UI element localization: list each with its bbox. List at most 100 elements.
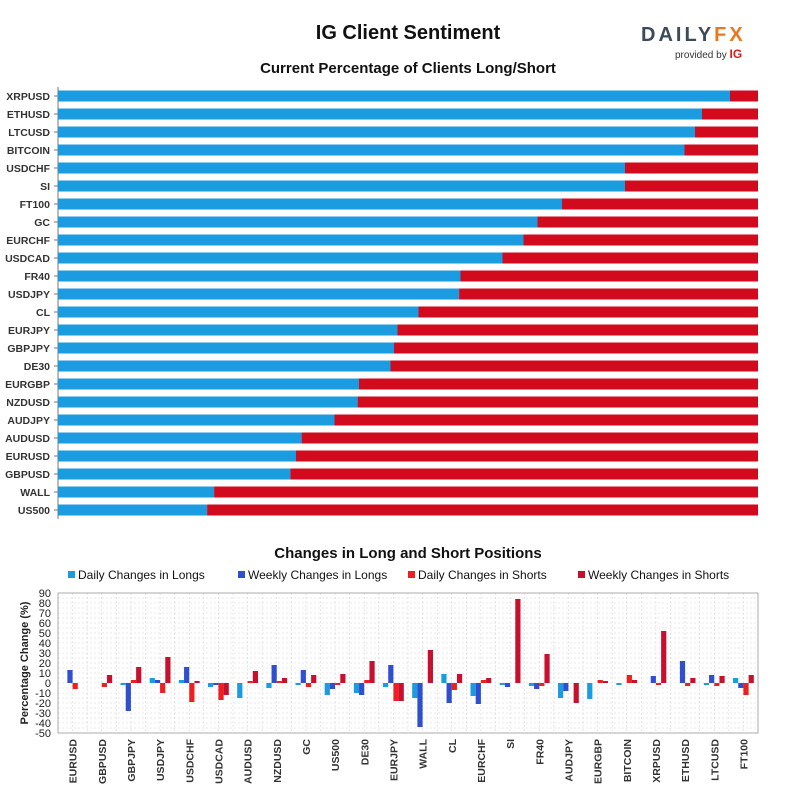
change-bar [266, 683, 272, 688]
short-bar [625, 180, 758, 192]
logo-provided-by: provided by [675, 50, 727, 61]
change-bar [136, 667, 142, 683]
x-category-label: XRPUSD [651, 739, 663, 783]
change-bar [650, 676, 656, 683]
y-tick-label: 30 [39, 648, 51, 660]
long-bar [58, 324, 398, 336]
x-category-label: WALL [418, 738, 430, 768]
x-category-label: GC [301, 739, 313, 755]
change-bar [194, 681, 200, 683]
change-bar [324, 683, 330, 695]
short-bar [214, 486, 759, 498]
short-bar [290, 468, 758, 480]
change-bar [149, 678, 155, 683]
category-label: XRPUSD [6, 91, 50, 103]
category-label: AUDJPY [7, 415, 50, 427]
change-bar [120, 683, 126, 685]
short-bar [537, 216, 758, 228]
long-bar [58, 126, 695, 138]
change-bar [340, 674, 346, 683]
category-label: EURJPY [8, 325, 50, 337]
change-bar [329, 683, 336, 689]
change-bar [130, 680, 137, 683]
change-bar [67, 670, 73, 683]
y-tick-label: 10 [39, 668, 51, 680]
category-label: LTCUSD [8, 127, 50, 139]
long-bar [58, 486, 215, 498]
category-label: EURGBP [5, 379, 50, 391]
change-bar [573, 683, 579, 703]
change-bar [106, 675, 113, 683]
change-bar [154, 680, 161, 683]
change-bar [223, 683, 229, 695]
short-bar [357, 396, 758, 408]
change-bar [690, 678, 696, 683]
long-bar [58, 306, 419, 318]
change-bar [412, 683, 418, 698]
change-bar [247, 681, 253, 683]
short-bar [460, 270, 758, 282]
change-bar [335, 683, 341, 685]
dailyfx-logo: DAILYFX provided by IG [640, 24, 750, 64]
change-bar [388, 665, 394, 683]
y-tick-label: 70 [39, 608, 51, 620]
change-bar [655, 683, 662, 685]
long-bar [58, 468, 291, 480]
change-bar [427, 650, 433, 683]
change-bar [631, 680, 638, 683]
change-bar [189, 683, 195, 702]
change-bar [184, 667, 190, 683]
long-bar [58, 504, 208, 516]
change-bar [311, 675, 317, 683]
change-bar [276, 681, 282, 683]
category-label: GBPJPY [7, 343, 50, 355]
short-bar [523, 234, 758, 246]
change-bar [470, 683, 476, 696]
long-bar [58, 252, 503, 264]
legend-label: Weekly Changes in Longs [248, 568, 388, 582]
x-category-label: AUDUSD [243, 739, 255, 784]
change-bar [281, 678, 288, 683]
logo-ig: IG [729, 47, 743, 61]
legend-weekly-longs: Weekly Changes in Longs [238, 568, 387, 582]
short-bar [418, 306, 758, 318]
long-bar [58, 450, 296, 462]
long-bar [58, 360, 391, 372]
change-bar [353, 683, 360, 693]
category-label: EURUSD [6, 451, 51, 463]
x-category-label: FT100 [738, 739, 750, 770]
long-bar [58, 198, 562, 210]
y-tick-label: 50 [39, 628, 51, 640]
long-bar [58, 180, 625, 192]
change-bar [441, 674, 447, 683]
change-bar [398, 683, 404, 701]
change-bar [446, 683, 452, 703]
change-bar [300, 670, 306, 683]
long-bar [58, 396, 358, 408]
change-bar [456, 674, 463, 683]
change-bar [160, 683, 166, 693]
change-bar [165, 657, 171, 683]
change-bar [101, 683, 107, 687]
y-tick-label: -50 [35, 728, 51, 740]
change-bar [475, 683, 481, 704]
short-bar [390, 360, 758, 372]
change-bar [685, 683, 691, 686]
x-category-label: FR40 [534, 739, 546, 765]
category-label: WALL [20, 487, 50, 499]
change-bar [539, 683, 545, 686]
short-bar [562, 198, 758, 210]
x-category-label: ETHUSD [680, 739, 692, 783]
y-tick-label: 40 [39, 638, 51, 650]
long-bar [58, 270, 461, 282]
change-bar [714, 683, 720, 686]
change-bar [237, 683, 243, 698]
long-bar [58, 144, 685, 156]
change-bar [383, 683, 389, 687]
category-label: GC [34, 217, 50, 229]
category-label: EURCHF [6, 235, 50, 247]
change-bar [178, 680, 185, 683]
y-tick-label: 60 [39, 618, 51, 630]
